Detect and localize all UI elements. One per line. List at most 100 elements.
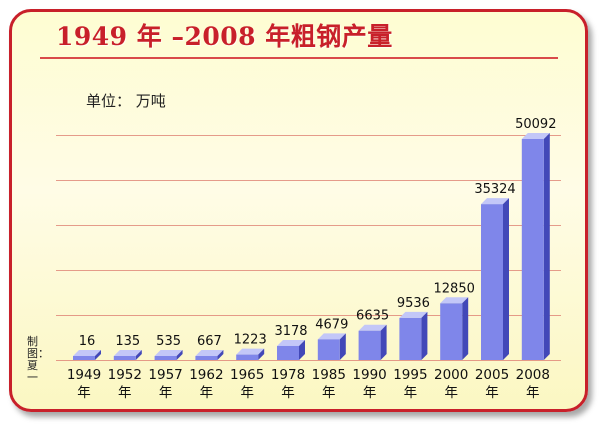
unit-label: 单位： 万吨 [86,92,166,110]
gridline [56,270,561,271]
bar-2008 [521,133,550,360]
bar-1962 [195,350,224,360]
x-tick-label: 2000 年 [431,366,471,402]
x-tick-suffix: 年 [240,385,254,401]
bar-top-face [236,348,265,355]
bar-side-face [462,297,469,360]
x-tick-label: 2008 年 [513,366,553,402]
bar-top-face [317,333,346,340]
x-tick-label: 1978 年 [268,366,308,402]
x-tick-year: 1965 [230,367,265,383]
x-tick-year: 1952 [107,367,142,383]
bar-top-face [440,297,469,304]
bar-side-face [217,350,224,360]
bar-top-face [113,350,142,356]
x-tick-suffix: 年 [118,385,132,401]
bar-2005 [481,198,509,360]
bar-front-face [317,339,340,360]
bar-side-face [135,350,142,360]
x-tick-year: 2005 [474,367,510,383]
data-label: 3178 [274,324,307,339]
bar-top-face [358,324,387,331]
credit-text: 制图：夏一 [27,335,49,384]
data-label: 16 [79,334,96,349]
x-tick-label: 1990 年 [350,366,390,402]
data-label: 9536 [397,296,430,311]
x-tick-year: 1985 [311,367,346,383]
bar-top-face [399,311,428,318]
gridline [56,135,561,136]
x-tick-year: 1995 [393,367,428,383]
bar-1985 [317,333,346,360]
x-tick-suffix: 年 [362,385,377,401]
bar-top-face [73,350,101,356]
data-label: 135 [115,334,140,349]
x-tick-label: 2005 年 [472,366,512,402]
x-tick-suffix: 年 [158,385,173,401]
bar-1957 [154,350,183,360]
x-tick-year: 2008 [515,367,550,383]
bar-2000 [440,297,469,360]
gridline [56,360,561,361]
x-tick-suffix: 年 [403,385,418,401]
x-tick-suffix: 年 [444,385,458,401]
x-tick-year: 1990 [352,367,387,383]
bar-1949 [73,350,101,360]
gridline [56,180,561,181]
bar-1990 [358,324,387,360]
bar-front-face [440,303,463,360]
bar-side-face [339,333,346,360]
x-tick-label: 1995 年 [390,366,430,402]
bar-top-face [195,350,224,356]
gridline [56,315,561,316]
data-label: 535 [156,334,181,349]
x-tick-suffix: 年 [485,385,499,401]
x-tick-year: 1962 [189,367,224,383]
bar-front-face [195,356,218,360]
x-tick-year: 1949 [66,367,102,383]
x-tick-year: 1978 [270,367,306,383]
bar-top-face [154,350,183,356]
bar-top-face [277,339,305,346]
bar-top-face [481,198,509,205]
bar-front-face [73,356,95,360]
bar-front-face [358,330,381,360]
x-tick-suffix: 年 [199,385,214,401]
x-tick-label: 1985 年 [309,366,349,402]
x-tick-label: 1965 年 [227,366,267,402]
x-tick-suffix: 年 [526,385,540,401]
gridline [56,225,561,226]
bar-side-face [543,133,550,360]
bar-side-face [95,350,101,360]
bar-side-face [258,348,265,360]
bar-side-face [503,198,509,360]
x-tick-year: 1957 [148,367,183,383]
bar-side-face [380,324,387,360]
x-tick-suffix: 年 [281,385,295,401]
chart-title: 1949 年 –2008 年粗钢产量 [56,22,393,51]
bar-top-face [521,133,550,139]
x-tick-suffix: 年 [77,385,91,401]
bar-1965 [236,348,265,360]
data-label: 667 [197,334,222,349]
x-tick-label: 1957 年 [146,366,186,402]
data-label: 1223 [234,333,267,348]
bar-front-face [113,356,136,360]
bar-front-face [236,354,259,360]
bar-front-face [521,139,544,360]
x-tick-suffix: 年 [322,385,336,401]
data-label: 50092 [515,117,556,132]
x-tick-label: 1949 年 [64,366,104,402]
data-label: 4679 [315,317,348,332]
bar-side-face [176,350,183,360]
bar-front-face [481,204,503,360]
bar-front-face [399,317,422,360]
x-tick-label: 1962 年 [186,366,226,402]
data-label: 6635 [356,309,389,324]
bar-1952 [113,350,142,360]
bar-1978 [277,339,305,360]
data-label: 35324 [474,182,515,197]
bar-front-face [154,356,177,360]
bar-side-face [299,339,305,360]
